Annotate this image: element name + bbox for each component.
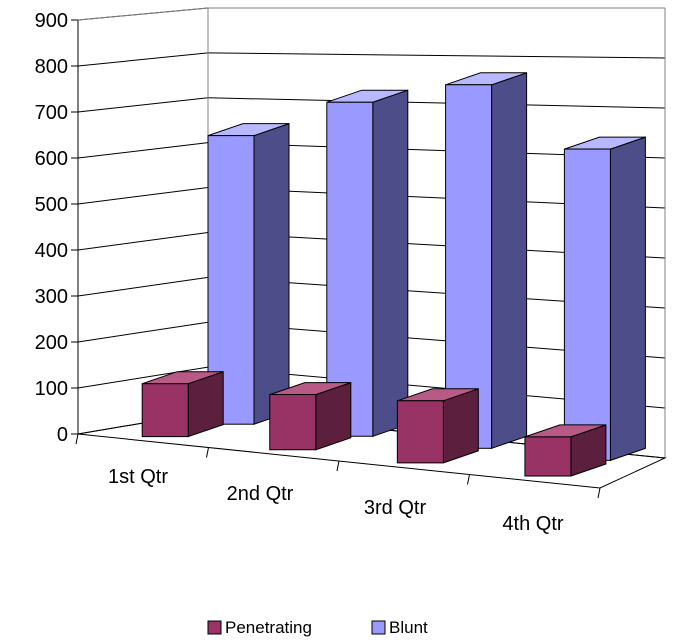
bar-penetrating-4	[524, 424, 607, 477]
category-label: 4th Qtr	[502, 513, 563, 535]
category-label: 2nd Qtr	[227, 483, 294, 505]
y-tick-label: 800	[35, 56, 68, 78]
bar-blunt-4-front	[563, 148, 611, 461]
y-tick-label: 500	[35, 194, 68, 216]
bar-blunt-3	[445, 72, 528, 449]
legend-swatch-1	[371, 620, 386, 635]
gridline-left	[77, 366, 209, 389]
x-tick-mark	[75, 433, 79, 445]
legend-label: Penetrating	[225, 618, 312, 637]
x-tick-mark	[336, 460, 340, 472]
legend-swatch-0	[207, 620, 222, 635]
gridline-back	[207, 52, 666, 59]
y-tick-label: 700	[35, 102, 68, 124]
gridline-left	[77, 142, 209, 159]
bar-blunt-4-side	[609, 136, 646, 462]
bar-penetrating-2-front	[269, 394, 317, 451]
bar-blunt-3-side	[491, 72, 528, 449]
y-tick-label: 300	[35, 286, 68, 308]
y-axis-ticks: 0 100 200 300 400 500 600 700 800 900	[35, 10, 68, 446]
gridline-left	[77, 276, 209, 297]
bar-penetrating-3-front	[396, 400, 444, 464]
category-labels: 1st Qtr 2nd Qtr 3rd Qtr 4th Qtr	[108, 466, 564, 535]
y-tick-label: 900	[35, 10, 68, 32]
legend: Penetrating Blunt	[207, 618, 428, 637]
bar-penetrating-1-front	[141, 383, 189, 438]
bar-blunt-2-side	[372, 89, 409, 437]
bar-blunt-4	[563, 136, 646, 462]
y-tick-label: 600	[35, 148, 68, 170]
gridline-left	[77, 231, 209, 251]
gridline-back	[207, 97, 666, 109]
gridline-left	[77, 187, 209, 205]
side-wall-top-edge	[77, 7, 209, 21]
y-tick-label: 200	[35, 332, 68, 354]
y-tick-label: 400	[35, 240, 68, 262]
x-tick-mark	[467, 474, 470, 485]
bar-blunt-1-side	[253, 122, 290, 425]
bar-penetrating-3-side	[442, 388, 479, 464]
bar-blunt-2-front	[326, 101, 374, 437]
category-label: 3rd Qtr	[364, 497, 427, 519]
bar-blunt-3-front	[445, 84, 493, 449]
bar-blunt-2	[326, 89, 409, 437]
x-tick-mark	[597, 487, 601, 499]
y-tick-label: 100	[35, 378, 68, 400]
bar-penetrating-3	[396, 388, 479, 464]
y-tick-label: 0	[57, 424, 68, 446]
bar-penetrating-4-front	[524, 436, 572, 477]
gridline-left	[77, 52, 209, 67]
bar-layer	[141, 72, 646, 477]
gridline-left	[77, 321, 209, 343]
gridline-left	[77, 97, 209, 113]
bar-penetrating-2	[269, 381, 352, 451]
legend-label: Blunt	[389, 618, 428, 637]
bar-penetrating-1	[141, 371, 224, 438]
x-tick-mark	[206, 447, 209, 458]
category-label: 1st Qtr	[108, 466, 168, 488]
